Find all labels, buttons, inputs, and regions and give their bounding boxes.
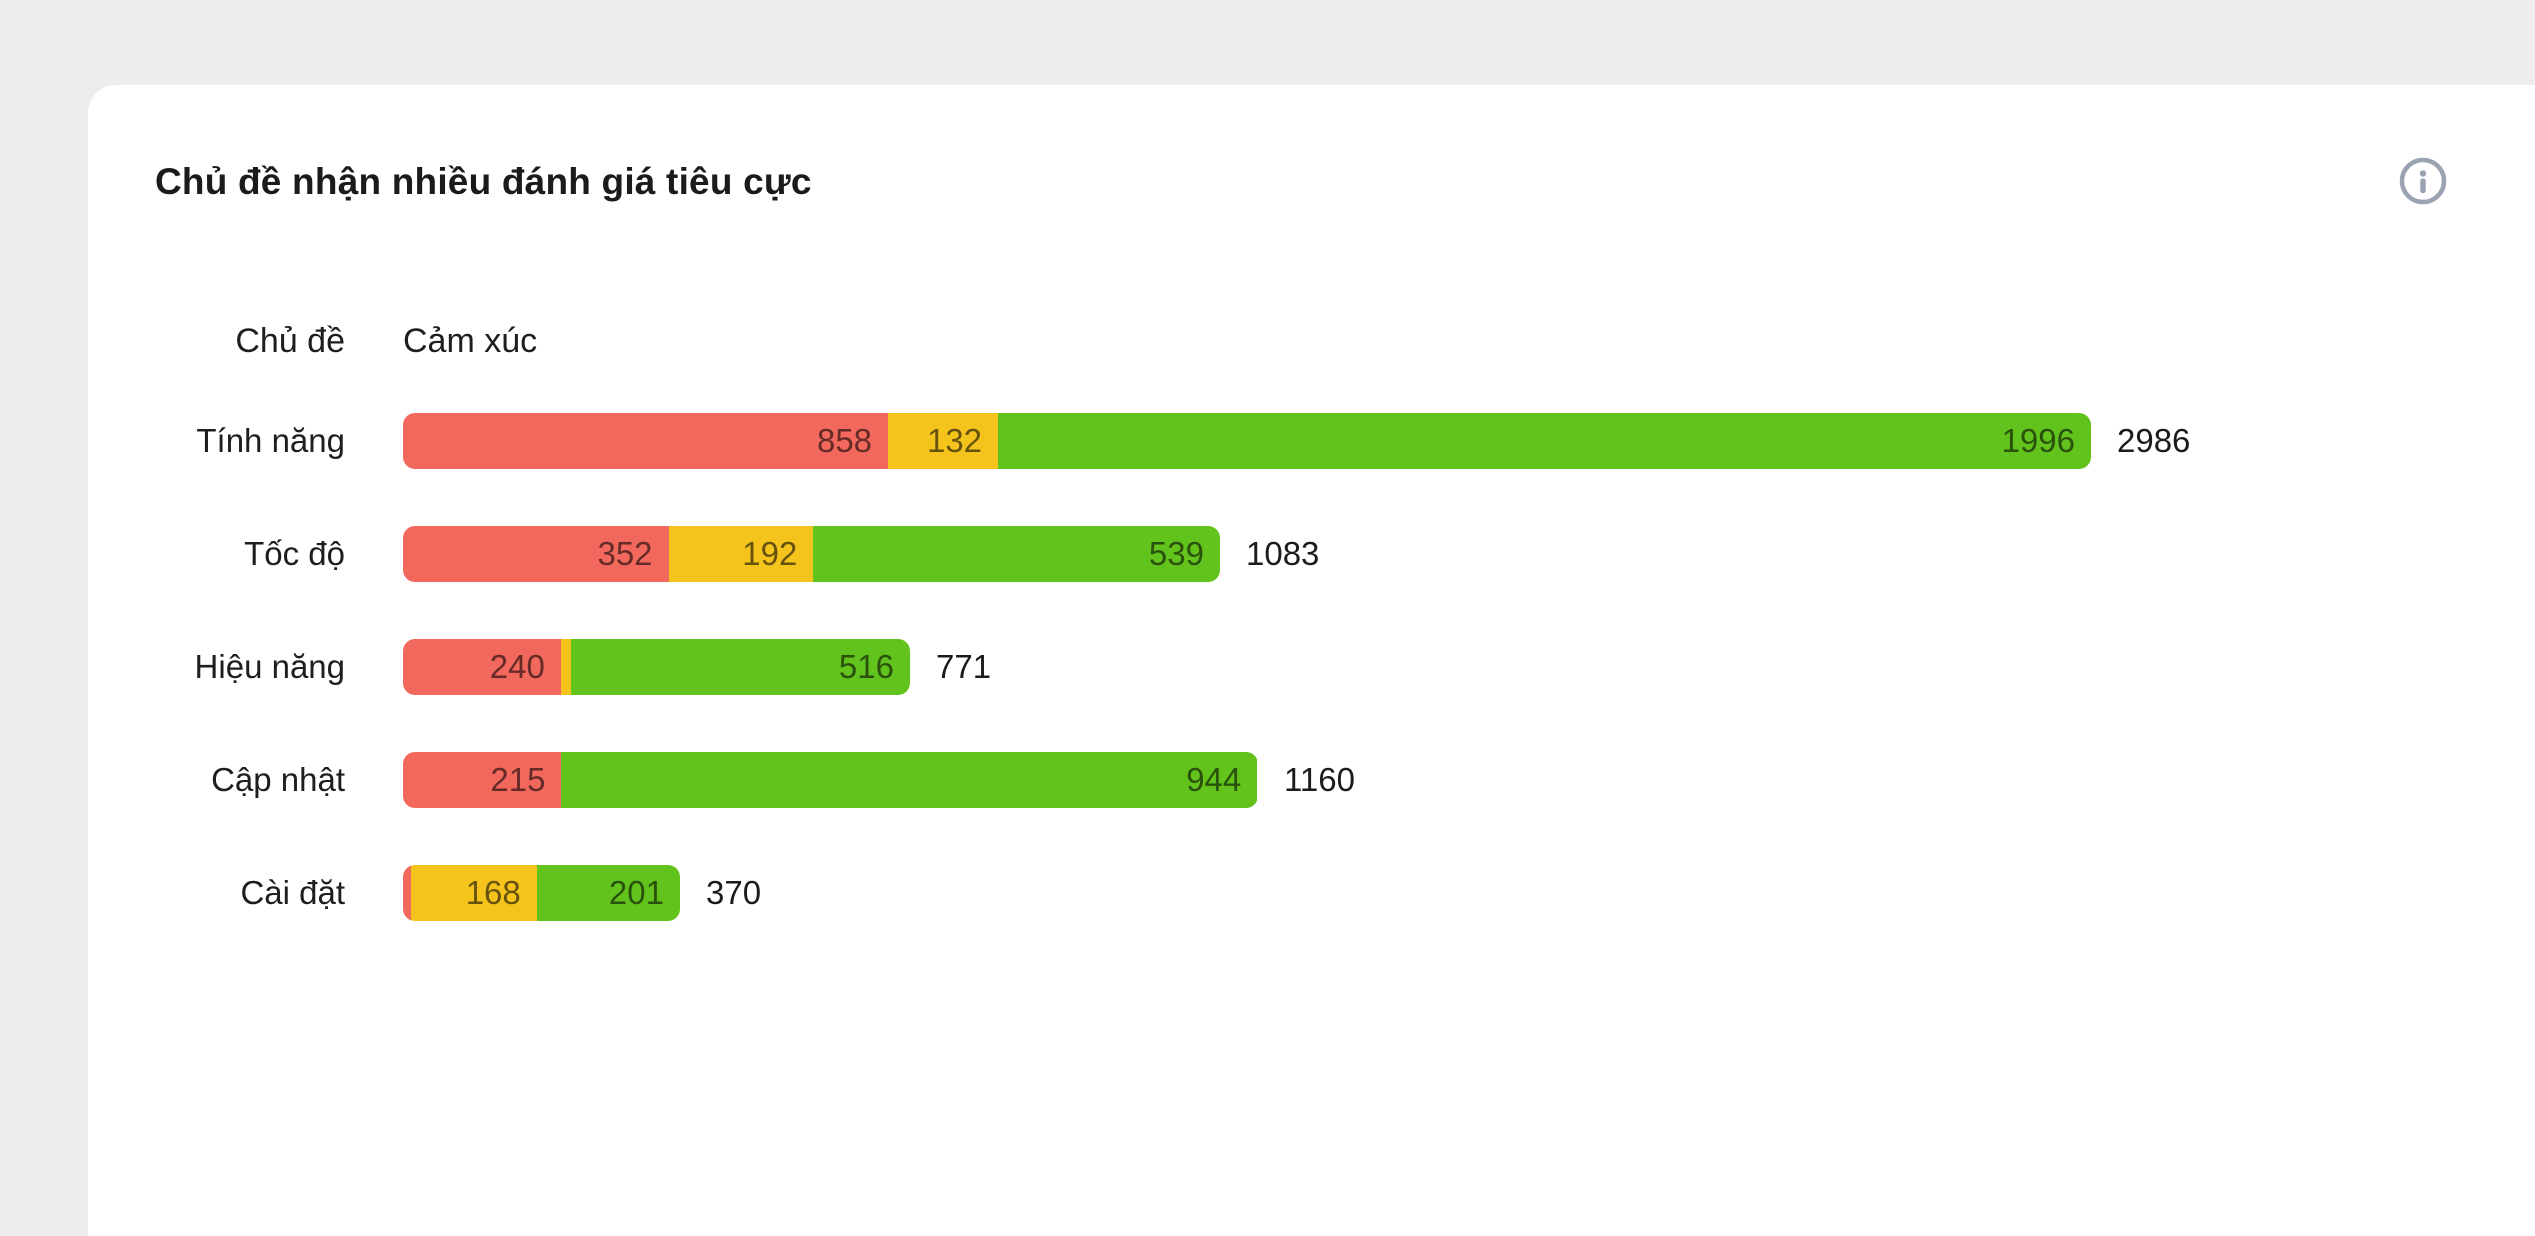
- segment-value-label: 192: [742, 535, 798, 572]
- row-label: Cài đặt: [240, 874, 345, 911]
- bar-segment-negative[interactable]: 858: [403, 413, 889, 469]
- info-icon-glyph: [2399, 157, 2447, 205]
- row-label: Tính năng: [196, 422, 345, 459]
- stacked-bar: 215 944: [403, 752, 1258, 808]
- bar-segment-positive[interactable]: 539: [813, 526, 1220, 582]
- row-label: Tốc độ: [244, 535, 345, 572]
- column-header-sentiment: Cảm xúc: [403, 322, 538, 360]
- row-total-label: 1083: [1246, 535, 1320, 572]
- segment-value-label: 240: [489, 648, 545, 685]
- stacked-bar: 168 201: [403, 865, 680, 921]
- chart-title: Chủ đề nhận nhiều đánh giá tiêu cực: [155, 161, 812, 202]
- segment-value-label: 352: [597, 535, 653, 572]
- stacked-bar: 240 516: [403, 639, 910, 695]
- row-total-label: 370: [706, 874, 762, 911]
- bar-segment-negative[interactable]: [403, 865, 411, 921]
- segment-value-label: 858: [816, 422, 873, 459]
- segment-value-label: 516: [838, 648, 894, 685]
- stacked-bar: 858 132 1996: [403, 413, 2091, 469]
- info-icon[interactable]: [2398, 156, 2448, 206]
- bar-segment-negative[interactable]: 352: [403, 526, 669, 582]
- bar-segment-neutral[interactable]: 192: [668, 526, 814, 582]
- chart-row: Cập nhật 215 944 1160: [88, 752, 2488, 808]
- chart-card: Chủ đề nhận nhiều đánh giá tiêu cực Chủ …: [88, 85, 2535, 1236]
- bar-segment-negative[interactable]: 240: [403, 639, 561, 695]
- segment-value-label: 168: [465, 874, 521, 911]
- row-total-label: 1160: [1284, 761, 1355, 798]
- row-label: Cập nhật: [211, 761, 345, 798]
- bar-segment-positive[interactable]: 1996: [998, 413, 2091, 469]
- segment-value-label: 944: [1186, 761, 1242, 798]
- column-header-topic: Chủ đề: [235, 322, 345, 360]
- row-label: Hiệu năng: [194, 648, 345, 685]
- bar-segment-neutral[interactable]: 168: [411, 865, 537, 921]
- segment-value-label: 132: [926, 422, 983, 459]
- stacked-bar: 352 192 539: [403, 526, 1220, 582]
- bar-segment-negative[interactable]: 215: [403, 752, 562, 808]
- bar-segment-neutral[interactable]: 132: [888, 413, 999, 469]
- bar-segment-positive[interactable]: 944: [561, 752, 1258, 808]
- chart-row: Cài đặt 168 201 370: [88, 865, 2488, 921]
- bar-segment-neutral[interactable]: [560, 639, 571, 695]
- segment-value-label: 201: [608, 874, 664, 911]
- segment-value-label: 1996: [2001, 422, 2075, 459]
- segment-value-label: 539: [1148, 535, 1204, 572]
- row-total-label: 771: [936, 648, 992, 685]
- row-total-label: 2986: [2117, 422, 2191, 459]
- chart-row: Hiệu năng 240 516 771: [88, 639, 2488, 695]
- chart-row: Tốc độ 352 192 539 1083: [88, 526, 2488, 582]
- bar-segment-positive[interactable]: 516: [570, 639, 910, 695]
- bar-segment-positive[interactable]: 201: [536, 865, 680, 921]
- chart-row: Tính năng 858 132 1996 2986: [88, 413, 2488, 469]
- segment-value-label: 215: [490, 761, 546, 798]
